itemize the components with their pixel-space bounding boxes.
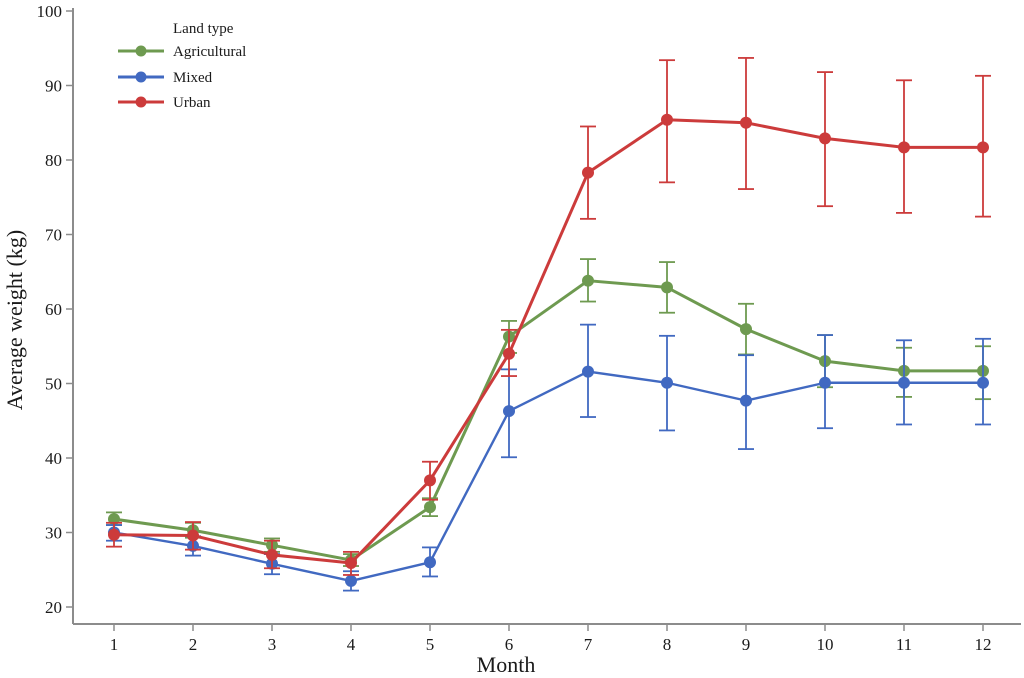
legend-label: Urban [173,95,211,111]
data-point [819,376,831,389]
y-tick-label: 100 [37,2,63,21]
x-tick-label: 1 [110,635,119,654]
legend-swatch-marker [135,45,147,57]
data-point [582,365,594,378]
legend-item-mixed: Mixed [118,70,213,86]
data-point [345,574,357,587]
data-point [108,528,120,541]
y-tick-label: 90 [45,77,62,96]
data-point [740,394,752,407]
data-point [345,557,357,570]
legend-label: Mixed [173,70,213,86]
data-point [503,405,515,418]
data-point [424,474,436,487]
x-tick-label: 11 [896,635,912,654]
legend: Land type Agricultural Mixed Urban [118,21,246,111]
legend-swatch-marker [135,96,147,108]
y-tick-label: 70 [45,226,62,245]
x-tick-label: 8 [663,635,672,654]
data-point [740,116,752,129]
data-point [977,141,989,154]
series-line [113,118,983,565]
data-point [187,529,199,542]
data-point [819,132,831,145]
data-point [582,166,594,179]
x-tick-label: 6 [505,635,514,654]
series-line [113,370,983,583]
y-tick-label: 30 [45,524,62,543]
x-tick-label: 12 [975,635,992,654]
legend-title: Land type [173,21,234,37]
y-tick-label: 80 [45,151,62,170]
data-point [582,274,594,287]
y-axis-ticks: 20 30 40 50 60 70 80 90 100 [37,2,73,617]
x-tick-label: 5 [426,635,435,654]
x-tick-label: 9 [742,635,751,654]
x-tick-label: 10 [817,635,834,654]
legend-label: Agricultural [173,44,246,60]
series-line [113,279,983,562]
data-point [266,548,278,561]
data-point [503,347,515,360]
series-urban [106,57,991,576]
x-axis-ticks: 1 2 3 4 5 6 7 8 9 10 11 12 [110,624,992,654]
legend-swatch-marker [135,71,147,83]
data-point [661,281,673,294]
axes [72,8,1021,625]
data-point [424,556,436,569]
data-point [740,323,752,336]
data-point [661,376,673,389]
x-tick-label: 3 [268,635,277,654]
data-point [424,501,436,514]
legend-item-urban: Urban [118,95,211,111]
x-tick-label: 4 [347,635,356,654]
x-axis-title: Month [477,652,536,677]
data-point [898,141,910,154]
data-point [898,376,910,389]
data-point [977,376,989,389]
series-layer [106,57,991,592]
y-tick-label: 50 [45,375,62,394]
y-tick-label: 60 [45,300,62,319]
data-point [661,113,673,126]
x-tick-label: 7 [584,635,593,654]
series-mixed [106,323,991,592]
y-tick-label: 40 [45,449,62,468]
legend-item-agricultural: Agricultural [118,44,246,60]
series-agricultural [106,258,991,567]
y-tick-label: 20 [45,598,62,617]
y-axis-title: Average weight (kg) [2,230,27,410]
x-tick-label: 2 [189,635,198,654]
